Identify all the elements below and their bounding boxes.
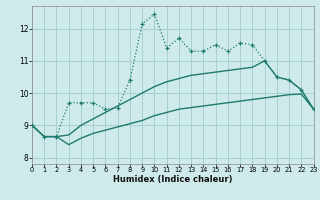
X-axis label: Humidex (Indice chaleur): Humidex (Indice chaleur) xyxy=(113,175,233,184)
